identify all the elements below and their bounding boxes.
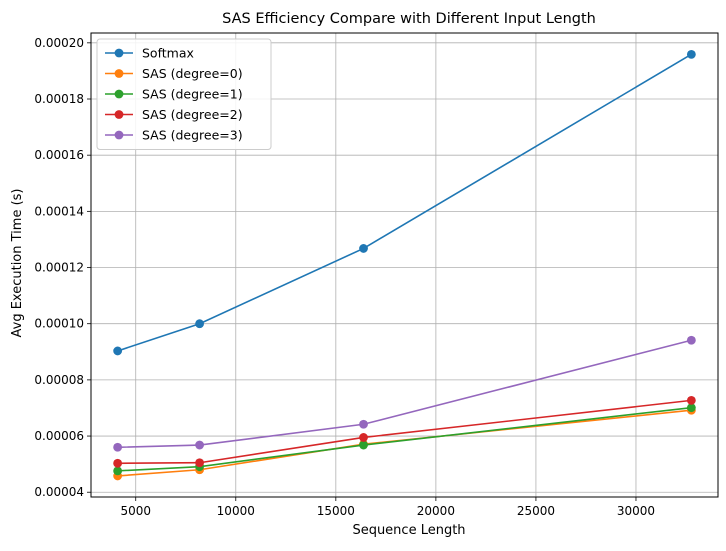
legend-entry: SAS (degree=1) <box>105 87 243 102</box>
series-line <box>117 409 692 477</box>
series-line <box>117 399 692 465</box>
legend-entry: SAS (degree=3) <box>105 128 243 143</box>
series-line <box>117 339 692 449</box>
y-tick-label: 0.00008 <box>34 373 84 387</box>
series-layer <box>113 49 696 481</box>
legend-box <box>96 38 272 150</box>
data-point <box>359 440 368 450</box>
series-line <box>117 53 692 352</box>
y-tick-label: 0.00006 <box>34 429 84 443</box>
data-point <box>686 335 696 345</box>
series-3 <box>113 395 696 468</box>
x-tick-label: 10000 <box>217 504 255 518</box>
legend-entry: SAS (degree=0) <box>105 66 243 81</box>
data-point <box>195 440 204 450</box>
y-tick-label: 0.00020 <box>34 36 84 50</box>
legend-label: SAS (degree=3) <box>142 128 243 143</box>
x-tick-label: 15000 <box>317 504 355 518</box>
legend-marker <box>114 110 124 119</box>
legend-entry: Softmax <box>105 46 194 61</box>
legend-label: SAS (degree=2) <box>142 107 243 122</box>
plot-frame <box>90 32 719 498</box>
data-point <box>113 466 123 476</box>
y-tick-label: 0.00012 <box>34 261 84 275</box>
series-4 <box>113 335 696 452</box>
y-tick-label: 0.00018 <box>34 92 84 106</box>
legend-marker <box>114 69 124 78</box>
x-axis-label: Sequence Length <box>352 523 465 538</box>
x-tick-label: 5000 <box>120 504 151 518</box>
data-point <box>113 458 123 468</box>
legend: Softmax SAS (degree=0) SAS (degree=1) SAS (… <box>96 38 272 150</box>
legend-marker <box>114 48 124 58</box>
legend-marker <box>114 130 124 140</box>
data-point <box>359 419 368 429</box>
series-line <box>117 406 692 472</box>
data-point <box>686 395 696 405</box>
data-point <box>359 244 368 253</box>
y-tick-label: 0.00004 <box>34 485 84 499</box>
y-tick-label: 0.00016 <box>34 148 84 162</box>
data-point <box>113 346 123 356</box>
x-tick-label: 30000 <box>617 504 655 518</box>
grid-lines <box>91 33 718 497</box>
chart-title: SAS Efficiency Compare with Different In… <box>222 11 596 27</box>
legend-label: SAS (degree=1) <box>142 87 243 102</box>
data-point <box>686 49 696 59</box>
legend-label: Softmax <box>142 46 194 61</box>
y-tick-label: 0.00010 <box>34 317 84 331</box>
data-point <box>359 433 368 442</box>
legend-marker <box>114 89 124 99</box>
y-axis-label: Avg Execution Time (s) <box>10 189 25 338</box>
series-0 <box>113 49 696 356</box>
data-point <box>686 403 696 413</box>
legend-entry: SAS (degree=2) <box>105 107 243 122</box>
x-tick-label: 25000 <box>517 504 555 518</box>
legend-label: SAS (degree=0) <box>142 66 243 81</box>
data-point <box>195 458 204 468</box>
x-tick-label: 20000 <box>417 504 455 518</box>
data-point <box>195 319 204 329</box>
y-axis: 0.00004 0.00006 0.00008 0.00010 0.00012 0.000… <box>34 36 91 499</box>
x-axis: 5000 10000 15000 20000 25000 30000 <box>120 497 655 518</box>
y-tick-label: 0.00014 <box>34 204 84 218</box>
data-point <box>113 442 123 452</box>
